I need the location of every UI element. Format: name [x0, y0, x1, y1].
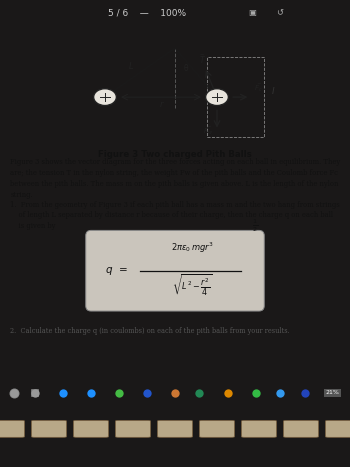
Text: 1.  From the geometry of Figure 3 if each pith ball has a mass m and the two han: 1. From the geometry of Figure 3 if each…	[10, 201, 340, 230]
FancyBboxPatch shape	[74, 420, 108, 437]
Text: ▣: ▣	[248, 8, 256, 17]
FancyBboxPatch shape	[0, 420, 25, 437]
FancyBboxPatch shape	[241, 420, 276, 437]
FancyBboxPatch shape	[199, 420, 234, 437]
Text: L: L	[129, 62, 134, 71]
Text: I: I	[271, 86, 274, 96]
Text: $\sqrt{L^2 - \dfrac{r^2}{4}}$: $\sqrt{L^2 - \dfrac{r^2}{4}}$	[172, 272, 213, 298]
Text: r: r	[159, 100, 163, 109]
FancyBboxPatch shape	[116, 420, 150, 437]
Text: 2.  Calculate the charge q (in coulombs) on each of the pith balls from your res: 2. Calculate the charge q (in coulombs) …	[10, 327, 290, 335]
Text: Figure 3 Two charged Pith Balls: Figure 3 Two charged Pith Balls	[98, 150, 252, 159]
Text: θ: θ	[184, 64, 188, 73]
Text: $\vec{F_c}$: $\vec{F_c}$	[254, 81, 262, 94]
Text: $\vec{T}$: $\vec{T}$	[199, 52, 206, 66]
Text: $\vec{F_w}$: $\vec{F_w}$	[203, 124, 213, 137]
FancyBboxPatch shape	[86, 230, 264, 311]
Text: ↺: ↺	[276, 8, 284, 17]
FancyBboxPatch shape	[32, 420, 66, 437]
Text: 21%: 21%	[326, 390, 340, 395]
FancyBboxPatch shape	[158, 420, 192, 437]
Ellipse shape	[206, 89, 228, 106]
FancyBboxPatch shape	[284, 420, 318, 437]
Text: Figure 3 shows the vector diagram for the three forces acting on each ball in eq: Figure 3 shows the vector diagram for th…	[10, 158, 341, 198]
Text: 5 / 6    —    100%: 5 / 6 — 100%	[108, 8, 186, 17]
Text: $2\pi\varepsilon_0\, mgr^3$: $2\pi\varepsilon_0\, mgr^3$	[171, 241, 214, 255]
Text: $\frac{1}{2}$: $\frac{1}{2}$	[252, 217, 259, 234]
Text: $q$  =: $q$ =	[105, 265, 128, 277]
FancyBboxPatch shape	[326, 420, 350, 437]
Ellipse shape	[94, 89, 116, 106]
